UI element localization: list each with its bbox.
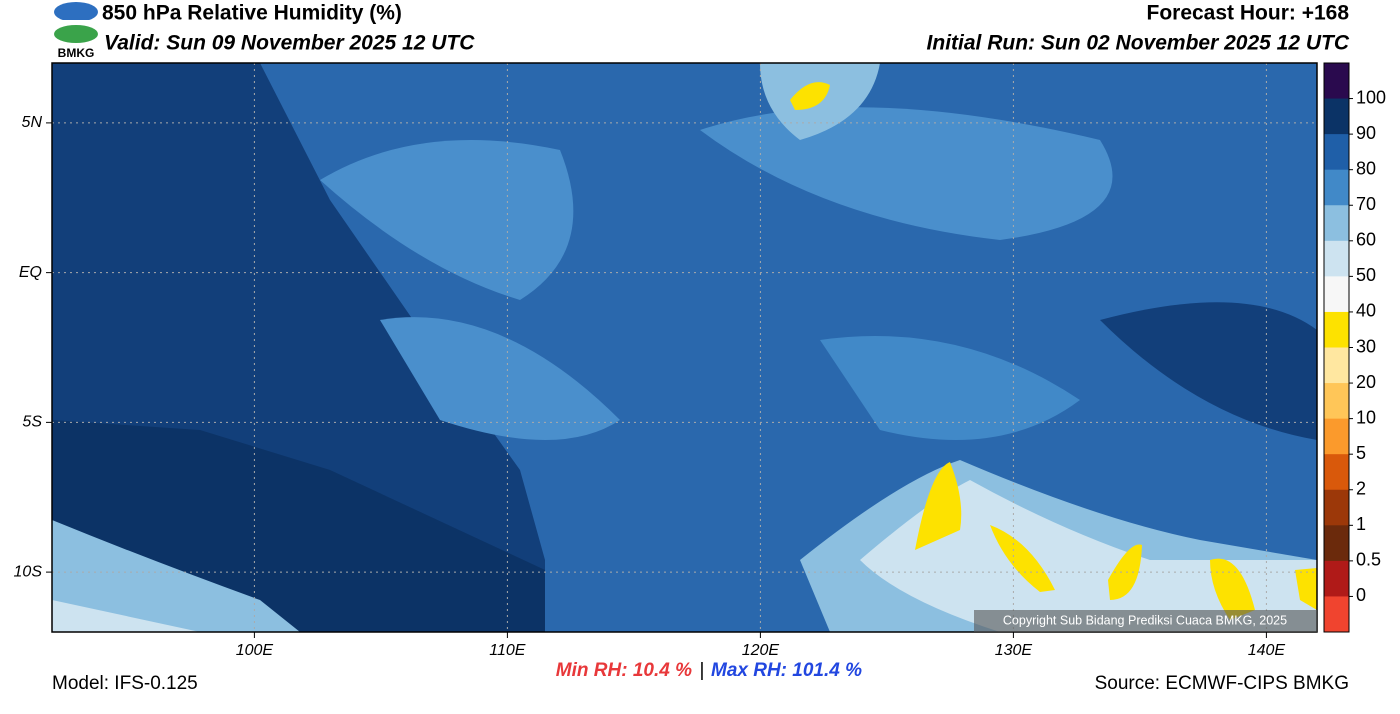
colorbar-label: 30	[1356, 336, 1376, 356]
colorbar-swatch	[1324, 134, 1349, 171]
colorbar-swatch	[1324, 454, 1349, 491]
humidity-field	[52, 63, 1317, 632]
colorbar-swatch	[1324, 596, 1349, 633]
colorbar-swatch	[1324, 311, 1349, 348]
colorbar-label: 100	[1356, 87, 1386, 107]
x-tick-label: 130E	[995, 642, 1033, 659]
colorbar-label: 50	[1356, 265, 1376, 285]
colorbar-swatch	[1324, 276, 1349, 313]
colorbar-swatch	[1324, 205, 1349, 242]
model: Model: IFS-0.125	[52, 673, 198, 694]
colorbar-label: 0	[1356, 585, 1366, 605]
colorbar-label: 1	[1356, 514, 1366, 534]
x-tick-label: 110E	[489, 642, 526, 659]
title: 850 hPa Relative Humidity (%)	[102, 2, 402, 25]
colorbar-label: 70	[1356, 194, 1376, 214]
y-tick-label: 10S	[14, 563, 43, 580]
x-tick-label: 120E	[742, 642, 780, 659]
initial-run: Initial Run: Sun 02 November 2025 12 UTC	[927, 32, 1350, 55]
colorbar-label: 0.5	[1356, 550, 1381, 570]
valid-time: Valid: Sun 09 November 2025 12 UTC	[104, 32, 475, 55]
forecast-hour: Forecast Hour: +168	[1147, 2, 1350, 25]
map-frame	[51, 62, 1318, 633]
y-tick-label: 5S	[22, 414, 42, 431]
colorbar-swatch	[1324, 383, 1349, 420]
colorbar-label: 10	[1356, 407, 1376, 427]
logo-text: BMKG	[58, 46, 95, 60]
copyright: Copyright Sub Bidang Prediksi Cuaca BMKG…	[1003, 613, 1287, 627]
colorbar-label: 20	[1356, 372, 1376, 392]
grid	[46, 63, 1317, 638]
colorbar-label: 80	[1356, 158, 1376, 178]
colorbar-swatch	[1324, 525, 1349, 562]
colorbar-label: 90	[1356, 123, 1376, 143]
colorbar-swatch	[1324, 560, 1349, 597]
colorbar-swatch	[1324, 347, 1349, 384]
colorbar-label: 60	[1356, 230, 1376, 250]
x-tick-label: 100E	[236, 642, 274, 659]
max-rh: Max RH: 101.4 %	[711, 660, 862, 681]
colorbar-swatch	[1324, 489, 1349, 526]
y-tick-label: 5N	[22, 114, 43, 131]
colorbar-swatch	[1324, 240, 1349, 277]
copyright-box	[974, 610, 1317, 632]
colorbar-label: 5	[1356, 443, 1366, 463]
y-tick-label: EQ	[19, 264, 42, 281]
min-rh: Min RH: 10.4 %	[556, 660, 692, 681]
colorbar: 100 90 80 70 60 50 40 30 20 10 5 2 1 0.5 0	[1323, 62, 1386, 633]
colorbar-swatch	[1324, 169, 1349, 206]
colorbar-swatch	[1324, 98, 1349, 135]
colorbar-label: 2	[1356, 479, 1366, 499]
logo: BMKG	[54, 2, 98, 60]
colorbar-swatch	[1324, 63, 1349, 100]
colorbar-swatch	[1324, 418, 1349, 455]
separator: |	[700, 660, 705, 681]
colorbar-label: 40	[1356, 301, 1376, 321]
x-tick-label: 140E	[1248, 642, 1286, 659]
source: Source: ECMWF-CIPS BMKG	[1095, 673, 1349, 694]
